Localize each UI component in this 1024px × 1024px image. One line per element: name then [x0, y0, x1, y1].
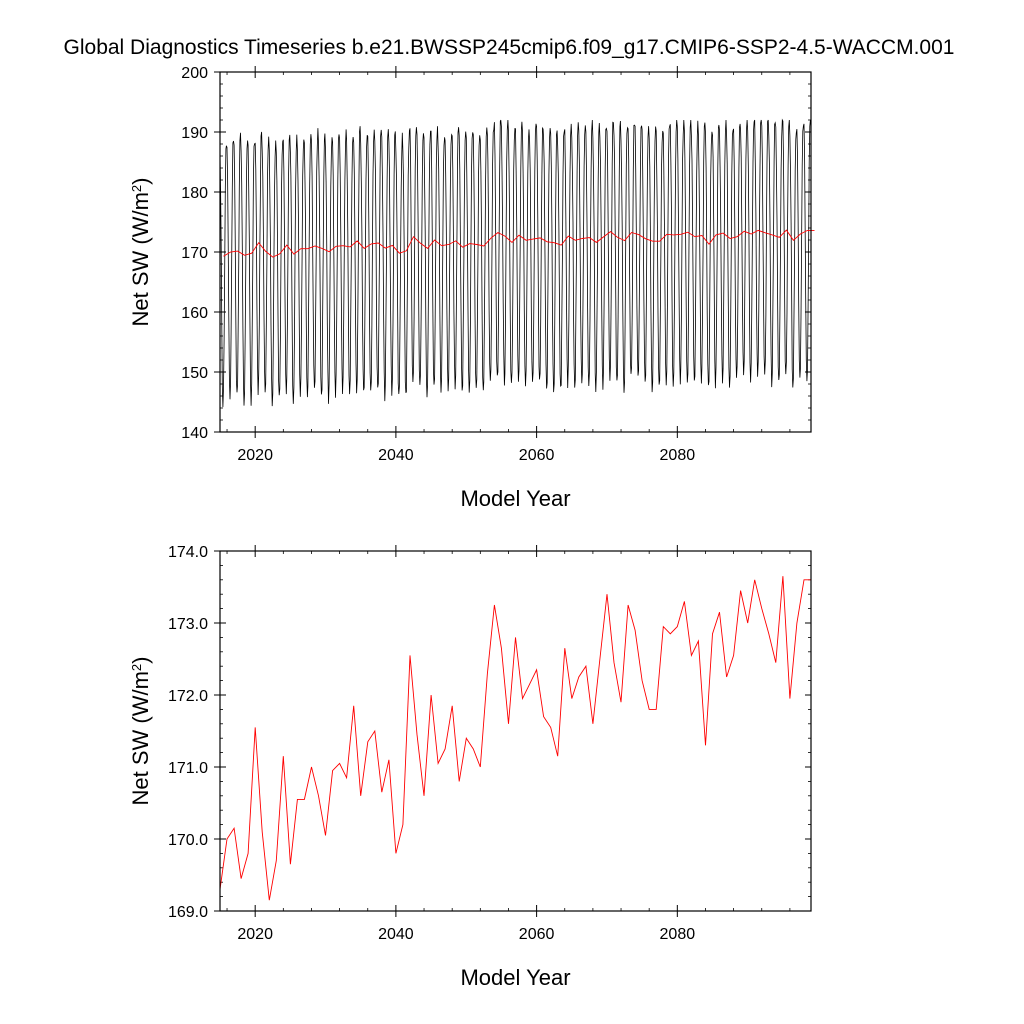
y-tick-label: 171.0 [168, 760, 208, 777]
x-tick-label: 2060 [519, 447, 555, 464]
x-tick-label: 2080 [660, 447, 696, 464]
top-plot-frame [219, 71, 812, 433]
top-x-axis-title: Model Year [460, 486, 570, 511]
x-tick-label: 2080 [660, 926, 696, 943]
bottom-plot-frame [219, 550, 812, 912]
bottom-y-axis-title: Net SW (W/m2) [128, 657, 153, 806]
top-y-axis-title-end: ) [128, 178, 153, 185]
y-tick-label: 140 [181, 425, 208, 442]
bottom-x-axis-title: Model Year [460, 965, 570, 990]
top-series [219, 118, 815, 408]
top-y-axis-title-sup: 2 [129, 185, 144, 192]
top-annual-mean-line [223, 229, 815, 258]
bottom-panel: 2020 2040 2060 2080 169.0 170.0 171.0 172.0 173… [128, 544, 812, 990]
x-tick-label: 2020 [237, 447, 273, 464]
y-tick-label: 150 [181, 365, 208, 382]
bottom-series [219, 576, 811, 901]
top-panel: 2020 2040 2060 2080 140 150 160 170 180 190 200 M… [128, 65, 815, 511]
x-tick-label: 2040 [378, 447, 414, 464]
x-tick-label: 2020 [237, 926, 273, 943]
annual-mean-line [219, 576, 811, 901]
y-tick-label: 174.0 [168, 544, 208, 561]
monthly-series-line [219, 118, 812, 408]
x-tick-label: 2060 [519, 926, 555, 943]
top-y-axis-title: Net SW (W/m2) [128, 178, 153, 327]
bottom-y-axis-title-main: Net SW (W/m [128, 671, 153, 805]
bottom-x-tick-labels: 2020 2040 2060 2080 [237, 926, 695, 943]
top-y-tick-labels: 140 150 160 170 180 190 200 [181, 65, 208, 442]
top-axis-ticks [214, 66, 811, 438]
y-tick-label: 173.0 [168, 616, 208, 633]
bottom-y-axis-title-end: ) [128, 657, 153, 664]
chart-title: Global Diagnostics Timeseries b.e21.BWSS… [64, 36, 955, 59]
y-tick-label: 180 [181, 185, 208, 202]
y-tick-label: 172.0 [168, 688, 208, 705]
y-tick-label: 190 [181, 125, 208, 142]
top-y-axis-title-main: Net SW (W/m [128, 192, 153, 326]
y-tick-label: 160 [181, 305, 208, 322]
bottom-y-axis-title-sup: 2 [129, 664, 144, 671]
bottom-y-tick-labels: 169.0 170.0 171.0 172.0 173.0 174.0 [168, 544, 208, 921]
y-tick-label: 170 [181, 245, 208, 262]
top-x-tick-labels: 2020 2040 2060 2080 [237, 447, 695, 464]
x-tick-label: 2040 [378, 926, 414, 943]
y-tick-label: 170.0 [168, 832, 208, 849]
bottom-axis-ticks [214, 545, 811, 917]
y-tick-label: 200 [181, 65, 208, 82]
y-tick-label: 169.0 [168, 904, 208, 921]
